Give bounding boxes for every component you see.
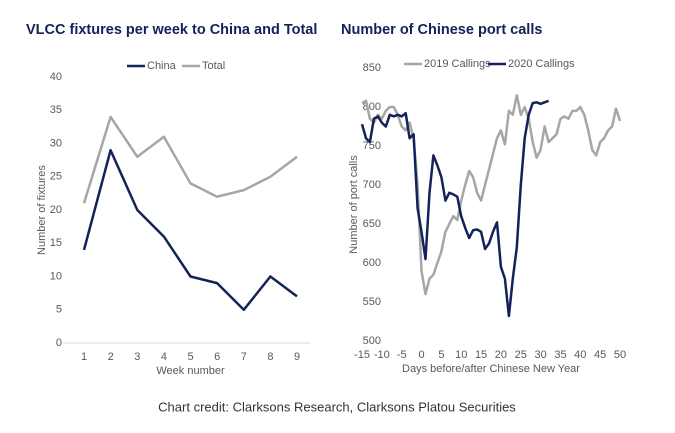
y-tick-label: 700	[363, 179, 381, 191]
legend-label: 2019 Callings	[424, 58, 491, 70]
x-tick-label: 45	[594, 349, 606, 361]
x-tick-label: 35	[554, 349, 566, 361]
x-tick-label: 40	[574, 349, 586, 361]
x-tick-label: 3	[134, 351, 140, 363]
legend-label: Total	[202, 60, 225, 72]
x-tick-label: 20	[495, 349, 507, 361]
x-tick-label: -5	[397, 349, 407, 361]
series-line	[82, 115, 298, 204]
x-tick-label: -15	[354, 349, 370, 361]
legend-label: China	[147, 60, 177, 72]
x-tick-label: 25	[515, 349, 527, 361]
y-axis-label: Number of fixtures	[36, 165, 48, 255]
x-tick-label: 5	[438, 349, 444, 361]
chart-title: Number of Chinese port calls	[341, 22, 542, 38]
legend-label: 2020 Callings	[508, 58, 575, 70]
y-tick-label: 500	[363, 335, 381, 347]
y-tick-label: 5	[56, 304, 62, 316]
x-tick-label: 50	[614, 349, 626, 361]
x-tick-label: 9	[294, 351, 300, 363]
series-line	[360, 99, 550, 318]
x-tick-label: 15	[475, 349, 487, 361]
chart-title: VLCC fixtures per week to China and Tota…	[26, 22, 317, 38]
x-tick-label: 30	[534, 349, 546, 361]
y-tick-label: 20	[50, 204, 62, 216]
series-line	[361, 94, 622, 296]
y-tick-label: 850	[363, 62, 381, 74]
y-tick-label: 10	[50, 270, 62, 282]
y-tick-label: 600	[363, 257, 381, 269]
x-axis-label: Week number	[156, 365, 225, 377]
y-tick-label: 550	[363, 296, 381, 308]
x-tick-label: 2	[108, 351, 114, 363]
x-tick-label: 6	[214, 351, 220, 363]
x-tick-label: 5	[187, 351, 193, 363]
y-tick-label: 0	[56, 337, 62, 349]
x-tick-label: 10	[455, 349, 467, 361]
caption: Chart credit: Clarksons Research, Clarks…	[158, 399, 516, 414]
y-tick-label: 25	[50, 171, 62, 183]
y-tick-label: 35	[50, 104, 62, 116]
x-tick-label: 0	[418, 349, 424, 361]
series-line	[82, 148, 298, 312]
y-tick-label: 40	[50, 71, 62, 83]
x-tick-label: 7	[241, 351, 247, 363]
y-tick-label: 750	[363, 140, 381, 152]
x-tick-label: 8	[267, 351, 273, 363]
x-tick-label: 1	[81, 351, 87, 363]
x-axis-label: Days before/after Chinese New Year	[402, 363, 580, 375]
x-tick-label: 4	[161, 351, 167, 363]
y-axis-label: Number of port calls	[348, 155, 360, 254]
x-tick-label: -10	[374, 349, 390, 361]
y-tick-label: 30	[50, 137, 62, 149]
y-tick-label: 15	[50, 237, 62, 249]
y-tick-label: 650	[363, 218, 381, 230]
